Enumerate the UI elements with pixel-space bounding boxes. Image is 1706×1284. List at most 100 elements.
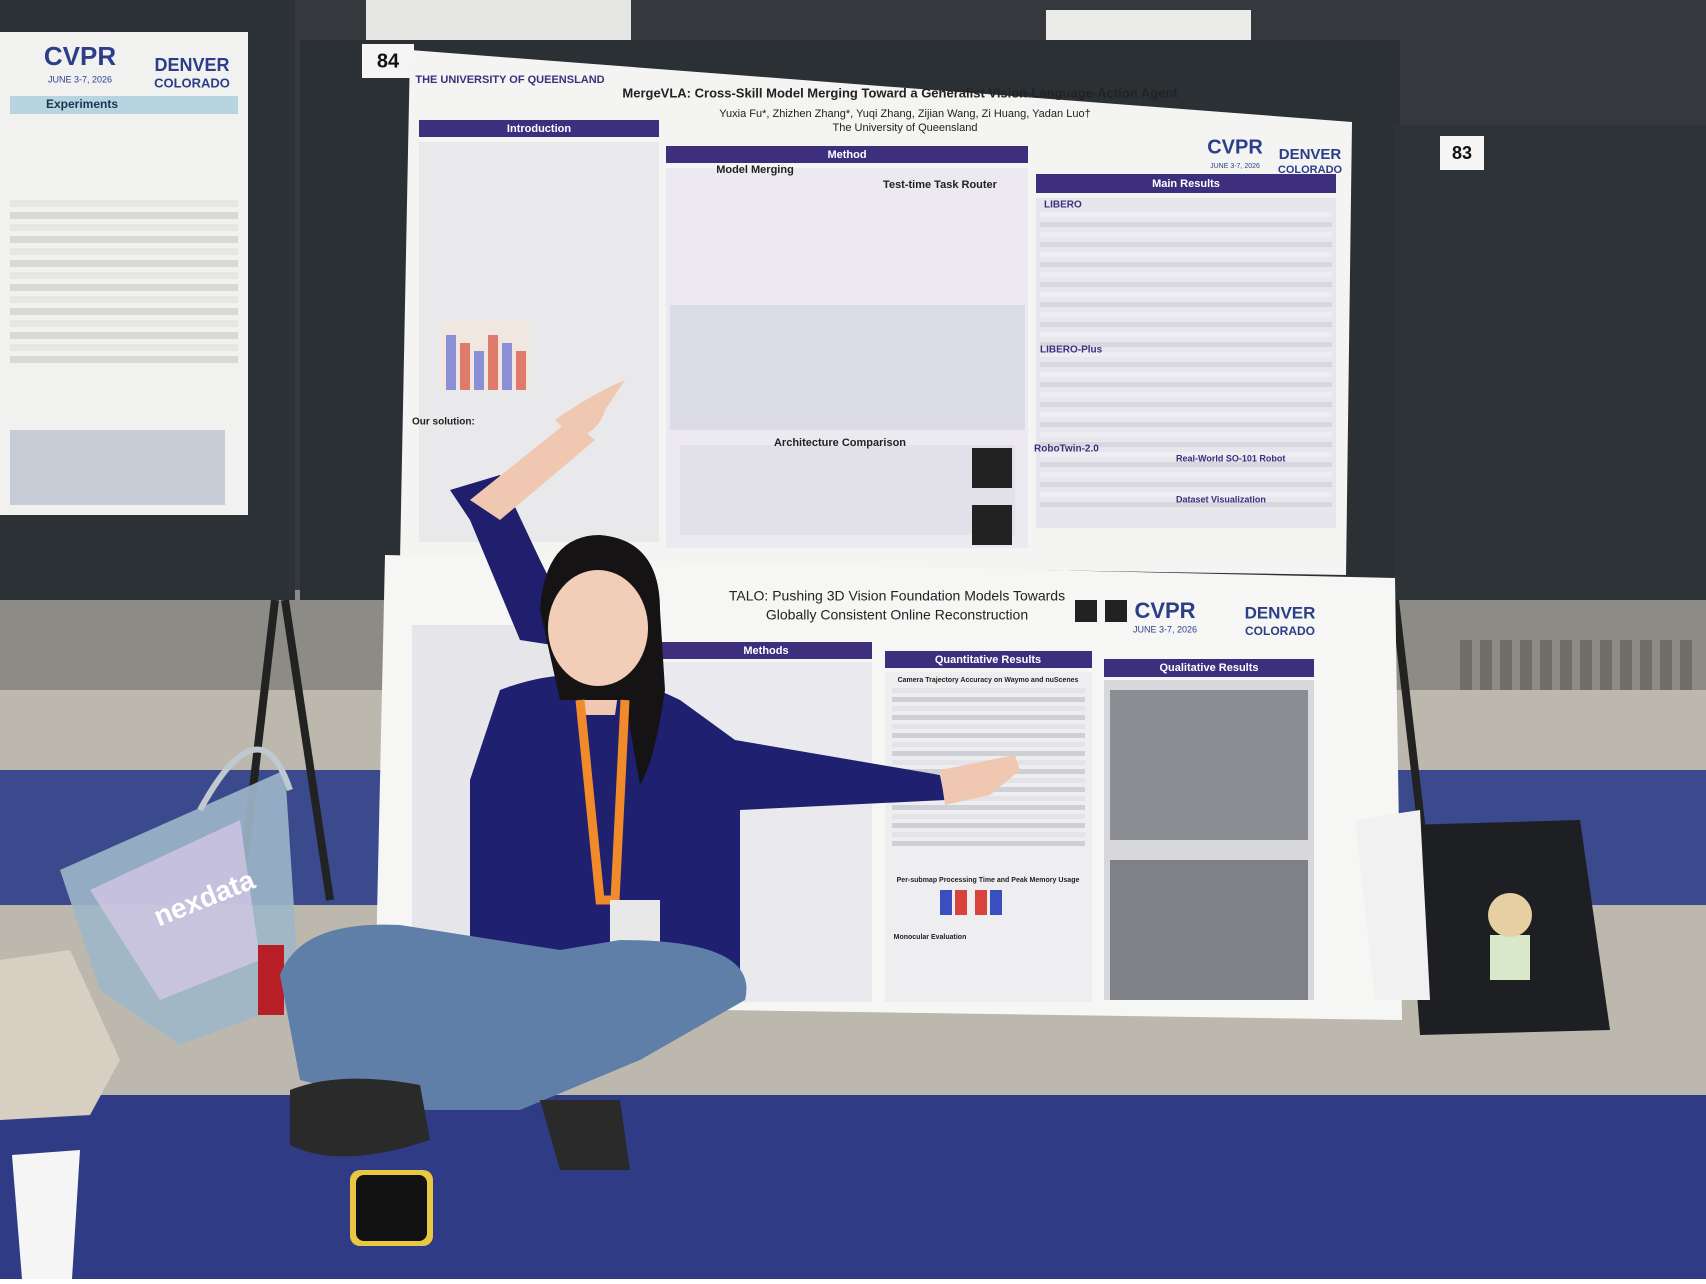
memory-bar	[955, 890, 967, 915]
quant-row	[892, 805, 1085, 810]
results-row	[1040, 342, 1332, 347]
results-row	[1040, 372, 1332, 377]
qr-code	[972, 505, 1012, 545]
toy-head	[1488, 893, 1532, 937]
poster-text: Methods	[743, 645, 788, 657]
wall-panel	[1560, 640, 1572, 695]
poster-text: Method	[827, 149, 866, 161]
memory-bar	[990, 890, 1002, 915]
results-row	[1040, 282, 1332, 287]
poster-text: COLORADO	[154, 75, 230, 90]
results-row	[1040, 272, 1332, 277]
poster-text: JUNE 3-7, 2026	[1210, 163, 1260, 170]
results-row	[1040, 262, 1332, 267]
white-bag	[1355, 810, 1430, 1000]
shoe	[290, 1078, 430, 1157]
results-row	[1040, 322, 1332, 327]
results-row	[1040, 422, 1332, 427]
wall-panel	[1680, 640, 1692, 695]
poster-text: Quantitative Results	[935, 654, 1041, 666]
left-poster-table	[10, 320, 238, 327]
method-header	[666, 146, 1028, 163]
methods-header	[660, 642, 872, 659]
board-number	[362, 44, 414, 78]
quant-row	[892, 751, 1085, 756]
left-poster-table	[10, 212, 238, 219]
results-row	[1040, 442, 1332, 447]
memory-bar	[975, 890, 987, 915]
quant-header	[885, 651, 1092, 668]
results-row	[1040, 432, 1332, 437]
toy-body	[1490, 935, 1530, 980]
wall-panel	[1660, 640, 1672, 695]
poster-text: Model Merging	[716, 164, 794, 176]
qual-figure	[1110, 690, 1308, 840]
poster-text: Yuxia Fu*, Zhizhen Zhang*, Yuqi Zhang, Z…	[719, 108, 1090, 120]
results-row	[1040, 392, 1332, 397]
left-poster-table	[10, 272, 238, 279]
board-number	[1440, 136, 1484, 170]
left-poster-table	[10, 200, 238, 207]
results-row	[1040, 252, 1332, 257]
results-row	[1040, 492, 1332, 497]
poster-text: Introduction	[507, 123, 571, 135]
results-row	[1040, 352, 1332, 357]
qual-figure	[1110, 860, 1308, 1000]
wall-panel	[1620, 640, 1632, 695]
poster-text: Monocular Evaluation	[894, 934, 967, 941]
results-row	[1040, 462, 1332, 467]
method-figure	[670, 305, 1025, 430]
poster-text: MergeVLA: Cross-Skill Model Merging Towa…	[622, 85, 1178, 100]
poster-text: Qualitative Results	[1159, 662, 1258, 674]
left-poster-table	[10, 332, 238, 339]
results-row	[1040, 332, 1332, 337]
quant-row	[892, 706, 1085, 711]
results-row	[1040, 242, 1332, 247]
bag-shine	[90, 820, 260, 1000]
results-row	[1040, 312, 1332, 317]
poster-text: JUNE 3-7, 2026	[48, 74, 112, 84]
poster-text: Architecture Comparison	[774, 437, 906, 449]
forearm	[470, 420, 595, 520]
wall-panel	[1460, 640, 1472, 695]
poster-text: CVPR	[44, 41, 116, 71]
quant-row	[892, 733, 1085, 738]
tote-bag	[0, 950, 120, 1120]
wall-panel	[1640, 640, 1652, 695]
poster-text: CVPR	[1207, 136, 1263, 158]
shoe	[540, 1100, 630, 1170]
poster-text: LIBERO	[1044, 200, 1082, 211]
left-poster-table	[10, 344, 238, 351]
poster-text: Camera Trajectory Accuracy on Waymo and …	[898, 677, 1079, 684]
poster-text: COLORADO	[1245, 624, 1315, 638]
wall-panel	[1540, 640, 1552, 695]
arch-figure	[680, 445, 1015, 535]
results-row	[1040, 452, 1332, 457]
hand	[555, 380, 625, 440]
results-row	[1040, 222, 1332, 227]
left-poster-table	[10, 356, 238, 363]
results-row	[1040, 502, 1332, 507]
left-poster-table	[10, 236, 238, 243]
left-poster-figure	[10, 430, 225, 505]
results-row	[1040, 232, 1332, 237]
results-row	[1040, 212, 1332, 217]
poster-text: LIBERO-Plus	[1040, 345, 1103, 356]
wall-panel	[1500, 640, 1512, 695]
quant-row	[892, 841, 1085, 846]
results-header	[1036, 174, 1336, 193]
left-poster-table	[10, 248, 238, 255]
stand-leg	[281, 599, 334, 901]
quant-row	[892, 724, 1085, 729]
phone-screen	[356, 1175, 427, 1241]
left-poster-header	[10, 96, 238, 114]
can	[258, 945, 284, 1015]
poster-text: DENVER	[1245, 603, 1316, 622]
poster-text: DENVER	[154, 55, 229, 75]
results-row	[1040, 362, 1332, 367]
poster-text: JUNE 3-7, 2026	[1133, 624, 1197, 634]
bag-handle	[197, 746, 293, 812]
bar	[460, 343, 470, 390]
